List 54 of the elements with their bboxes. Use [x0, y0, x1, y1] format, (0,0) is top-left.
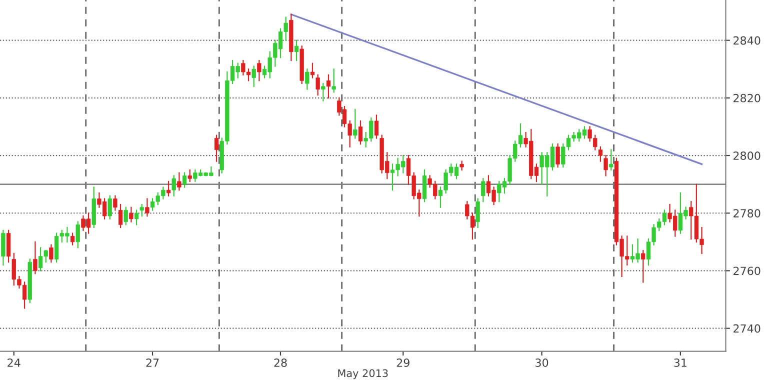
candlestick — [134, 210, 139, 226]
y-tick-label: 2820 — [734, 94, 760, 102]
candlestick — [598, 146, 603, 162]
candlestick — [556, 143, 560, 168]
y-tick-label: 2780 — [734, 209, 760, 218]
candlestick — [124, 206, 128, 226]
candlestick — [172, 175, 176, 196]
candlestick — [113, 195, 118, 211]
candlestick — [641, 250, 646, 283]
candlestick — [129, 206, 134, 222]
y-tick-label: 2800 — [734, 151, 760, 160]
candlestick — [6, 230, 11, 263]
x-tick-label: 29 — [396, 358, 410, 367]
candlestick — [1, 230, 6, 266]
candlestick — [177, 172, 182, 191]
candlestick — [145, 198, 150, 217]
candlestick — [476, 198, 480, 228]
candlestick — [316, 74, 320, 96]
candlestick — [305, 68, 310, 90]
candlestick — [358, 120, 363, 145]
candlestick — [76, 221, 80, 248]
candlestick — [310, 62, 315, 78]
candlestick — [604, 154, 608, 176]
candlestick — [182, 172, 187, 188]
candlestick — [481, 178, 486, 202]
x-tick-label: 30 — [536, 358, 548, 367]
candlestick — [252, 66, 256, 87]
candlestick — [49, 244, 54, 263]
candlestick — [460, 160, 464, 170]
candlestick — [214, 134, 219, 162]
candlestick — [294, 40, 299, 62]
x-axis-title: May 2013 — [338, 369, 388, 380]
candlestick — [108, 195, 112, 220]
candlestick — [321, 82, 326, 102]
candlestick — [70, 232, 75, 246]
candlestick — [188, 169, 192, 182]
candlestick — [353, 108, 358, 139]
candlestick — [374, 114, 379, 139]
y-tick-label: 2840 — [734, 36, 760, 45]
y-tick-label: 2760 — [734, 266, 760, 276]
x-tick-label: 27 — [146, 358, 159, 367]
candlestick — [257, 60, 262, 82]
candlestick — [166, 180, 171, 196]
candlestick — [140, 204, 144, 217]
candlestick — [422, 169, 427, 202]
y-tick-label: 2740 — [734, 324, 760, 333]
candlestick — [118, 204, 123, 228]
x-tick-label: 24 — [8, 358, 20, 367]
candlestick — [326, 74, 331, 98]
candlestick — [609, 149, 614, 170]
candlestick — [33, 241, 38, 274]
candlestick — [332, 68, 336, 93]
x-tick-label: 28 — [274, 358, 287, 367]
x-tick-label: 31 — [674, 358, 686, 367]
